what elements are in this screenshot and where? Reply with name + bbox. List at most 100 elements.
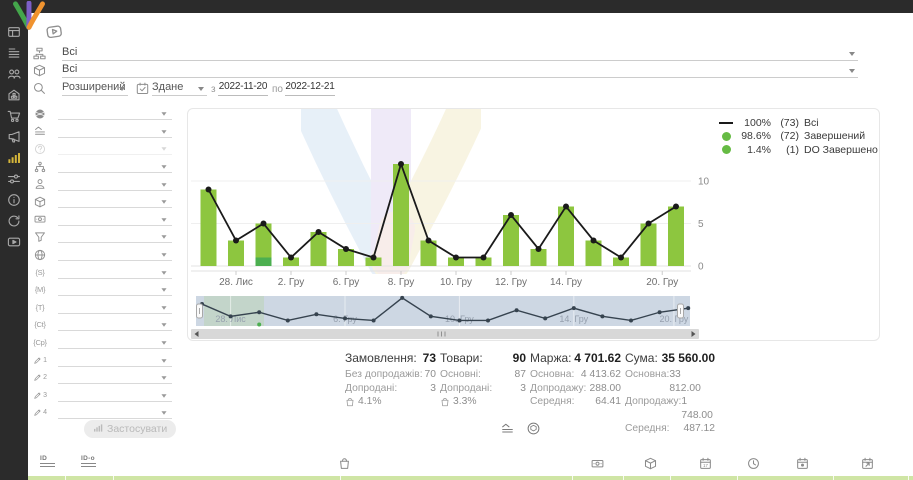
filter-select-country[interactable] <box>58 107 172 121</box>
stat-subrow: Середня: 487.12 <box>625 423 715 434</box>
legend-item-do-завершено[interactable]: 1.4% (1) DO Завершено <box>719 143 878 157</box>
filter-select-structure[interactable] <box>58 160 172 174</box>
filter-row-utm-source: {S} <box>28 263 172 281</box>
sidebar-item-statistics[interactable] <box>5 151 23 165</box>
levels-icon <box>35 126 45 136</box>
svg-text:20. Гру: 20. Гру <box>660 314 689 324</box>
toggle-status-view[interactable] <box>501 422 514 440</box>
chart-navigator[interactable]: 28. Лис 6. Гру 10. Гру 14. Гру 20. Гру <box>196 295 691 327</box>
chevron-down-icon <box>161 411 167 416</box>
filter-select-manager[interactable] <box>58 178 172 191</box>
brand-logo[interactable] <box>11 1 47 32</box>
chevron-down-icon <box>161 358 167 363</box>
summary-stats: Замовлення: 73 Без допродажів: 70 Допродані:… <box>345 351 719 436</box>
filter-select-custom-4[interactable] <box>58 406 172 420</box>
warehouse-icon <box>8 89 20 101</box>
sidebar-item-orders[interactable] <box>5 46 23 60</box>
filter-row-payment <box>28 211 172 229</box>
filter-select-custom-3[interactable] <box>58 389 172 402</box>
sidebar-item-marketing[interactable] <box>5 130 23 144</box>
sidebar-item-sync[interactable] <box>5 214 23 228</box>
date-type-select[interactable]: Здане <box>152 81 207 96</box>
chart-scrollbar[interactable] <box>191 329 699 339</box>
product-select-value: Всі <box>62 63 78 75</box>
filter-row-custom-3: 3 <box>28 387 172 405</box>
date-from-input[interactable]: 2022-11-20 <box>218 81 268 96</box>
legend-item-завершений[interactable]: 98.6% (72) Завершений <box>719 130 878 144</box>
pen-icon <box>34 409 41 417</box>
settings-icon <box>8 174 20 184</box>
column-money-col-icon[interactable] <box>591 457 604 475</box>
sidebar <box>0 13 28 480</box>
sidebar-item-info[interactable] <box>5 193 23 207</box>
marketing-icon <box>8 131 20 143</box>
category-select[interactable]: Всі <box>62 46 858 61</box>
date-type-value: Здане <box>152 81 184 93</box>
navigator-handle-left[interactable] <box>196 303 203 319</box>
stat-block-4: Сума: 35 560.00 Основна: 33 812.00 Допродажу… <box>625 351 715 436</box>
catalog-icon <box>33 47 46 60</box>
sidebar-item-dashboard[interactable] <box>5 25 23 39</box>
line-swatch <box>719 121 733 124</box>
filter-select-utm-campaign[interactable] <box>58 336 172 350</box>
table-row-highlight <box>28 476 913 480</box>
sidebar-item-video[interactable] <box>5 235 23 249</box>
stat-title: Сума: <box>625 351 658 365</box>
svg-text:2. Гру: 2. Гру <box>278 277 304 288</box>
filter-select-custom-1[interactable] <box>58 354 172 367</box>
tag-icon: {Ct} <box>34 320 46 330</box>
filter-row-utm-campaign: {Cp} <box>28 334 172 352</box>
chevron-down-icon <box>161 341 167 345</box>
product-icon <box>33 64 46 77</box>
sidebar-item-clients[interactable] <box>5 67 23 81</box>
filter-select-payment[interactable] <box>58 213 172 226</box>
chevron-down-icon <box>161 323 167 328</box>
orders-chart[interactable]: 0 5 10 28. Лис 2. Гру 6. Гру 8. Гру 10. Гру 12. … <box>188 109 881 341</box>
sidebar-item-settings[interactable] <box>5 172 23 186</box>
calendar-date-icon: 17 <box>700 457 711 469</box>
product-select[interactable]: Всі <box>62 63 858 78</box>
column-link-id-icon[interactable]: ID-o <box>81 455 96 467</box>
stat-subrow: Допродані: 3 <box>440 382 526 394</box>
filter-select-levels[interactable] <box>58 125 172 138</box>
column-export-col-icon[interactable] <box>861 457 874 475</box>
product-icon <box>34 196 46 208</box>
search-mode-select[interactable]: Розширений <box>62 81 128 96</box>
column-package-col-icon[interactable] <box>644 457 657 475</box>
date-to-input[interactable]: 2022-12-21 <box>285 81 335 96</box>
product-icon <box>33 64 47 78</box>
legend-item-всі[interactable]: 100% (73) Всі <box>719 116 878 130</box>
filter-select-product[interactable] <box>58 195 172 209</box>
search-icon <box>33 82 47 96</box>
chevron-down-icon <box>161 218 167 222</box>
filter-select-website[interactable] <box>58 248 172 262</box>
filter-select-status <box>58 142 172 156</box>
tag-icon: {T} <box>35 302 45 312</box>
manager-icon <box>35 179 45 189</box>
chevron-down-icon <box>161 235 167 240</box>
money-icon <box>591 460 604 468</box>
chart-bars <box>200 164 684 266</box>
info-icon <box>8 194 20 206</box>
filter-select-funnel[interactable] <box>58 230 172 244</box>
filter-select-utm-term[interactable] <box>58 301 172 314</box>
column-date-col-icon[interactable]: 17 <box>699 457 712 475</box>
column-group-by-id-icon[interactable]: ID <box>40 455 55 467</box>
stat-subrow: Допродані: 3 <box>345 382 436 394</box>
filter-select-utm-medium[interactable] <box>58 283 172 297</box>
filter-select-utm-source[interactable] <box>58 266 172 279</box>
filter-select-custom-2[interactable] <box>58 371 172 385</box>
column-event-col-icon[interactable] <box>796 457 809 475</box>
column-bag-col-icon[interactable] <box>338 457 351 475</box>
chevron-down-icon <box>161 130 167 134</box>
stat-title: Маржа: <box>530 351 572 365</box>
sidebar-item-purchases[interactable] <box>5 109 23 123</box>
navigator-handle-right[interactable] <box>677 303 684 319</box>
filter-select-utm-content[interactable] <box>58 318 172 332</box>
stat-subrow: Допродажу: 288.00 <box>530 382 621 394</box>
video-help-icon[interactable] <box>45 22 65 46</box>
sidebar-item-warehouse[interactable] <box>5 88 23 102</box>
toggle-product-view[interactable] <box>527 422 540 440</box>
column-time-col-icon[interactable] <box>747 457 760 475</box>
apply-filters-button[interactable]: Застосувати <box>84 420 177 438</box>
